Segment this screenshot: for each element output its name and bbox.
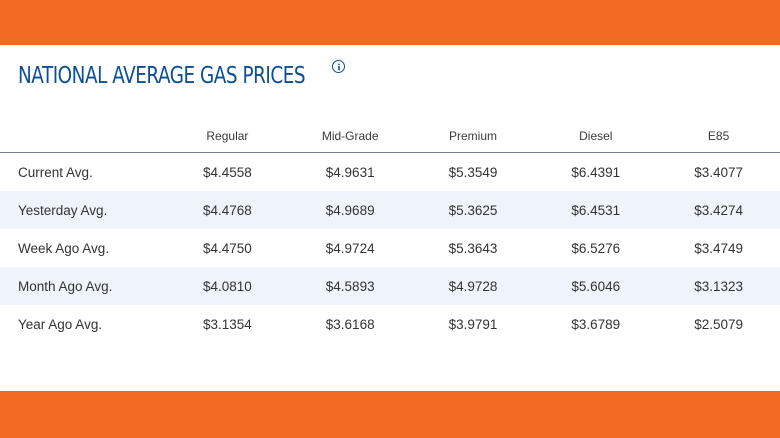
top-banner [0,0,780,45]
price-cell: $4.0810 [166,267,289,305]
price-cell: $4.9689 [288,191,412,229]
price-cell: $3.6168 [325,316,375,332]
price-cell: $4.9724 [325,240,375,256]
price-cell: $3.1323 [657,267,780,305]
table-row: Week Ago Avg. $4.4750 $4.9724 $5.3643 $6… [0,229,780,267]
price-cell: $5.3625 [411,191,535,229]
price-cell: $5.6046 [534,267,658,305]
column-header-regular: Regular [166,120,289,153]
gas-prices-table: Regular Mid-Grade Premium Diesel E85 Cur… [0,120,780,343]
price-cell: $4.4768 [166,191,289,229]
column-header-e85: E85 [657,120,780,153]
price-cell: $6.4391 [571,164,621,180]
price-cell: $5.3643 [448,240,498,256]
table-row: Month Ago Avg. $4.0810 $4.5893 $4.9728 $… [0,267,780,305]
price-cell: $3.6789 [571,316,621,332]
price-cell: $2.5079 [694,316,743,332]
info-glyph [337,63,340,70]
price-cell: $4.9728 [411,267,535,305]
price-cell: $5.3549 [448,164,498,180]
column-header-mid-grade: Mid-Grade [288,120,412,153]
table-row: Yesterday Avg. $4.4768 $4.9689 $5.3625 $… [0,191,780,229]
column-header [0,120,166,153]
row-label: Current Avg. [18,164,93,180]
info-icon[interactable] [332,60,345,73]
price-cell: $3.9791 [448,316,498,332]
price-cell: $6.5276 [571,240,621,256]
price-cell: $6.4531 [534,191,658,229]
price-cell: $4.9631 [325,164,375,180]
bottom-banner [0,391,780,438]
price-cell: $3.4274 [657,191,780,229]
page-title: NATIONAL AVERAGE GAS PRICES [18,63,306,89]
row-label: Yesterday Avg. [0,191,166,229]
table-header-row: Regular Mid-Grade Premium Diesel E85 [0,120,780,153]
price-cell: $3.4749 [694,240,743,256]
row-label: Year Ago Avg. [18,316,103,332]
row-label: Week Ago Avg. [18,240,110,256]
table-row: Year Ago Avg. $3.1354 $3.6168 $3.9791 $3… [0,305,780,343]
column-header-diesel: Diesel [534,120,658,153]
row-label: Month Ago Avg. [0,267,166,305]
title-row: NATIONAL AVERAGE GAS PRICES [18,58,377,94]
price-cell: $4.4558 [202,164,252,180]
price-cell: $4.4750 [202,240,252,256]
column-header-premium: Premium [411,120,535,153]
table-row: Current Avg. $4.4558 $4.9631 $5.3549 $6.… [0,153,780,192]
price-cell: $3.1354 [202,316,252,332]
price-cell: $4.5893 [288,267,412,305]
price-cell: $3.4077 [694,164,743,180]
